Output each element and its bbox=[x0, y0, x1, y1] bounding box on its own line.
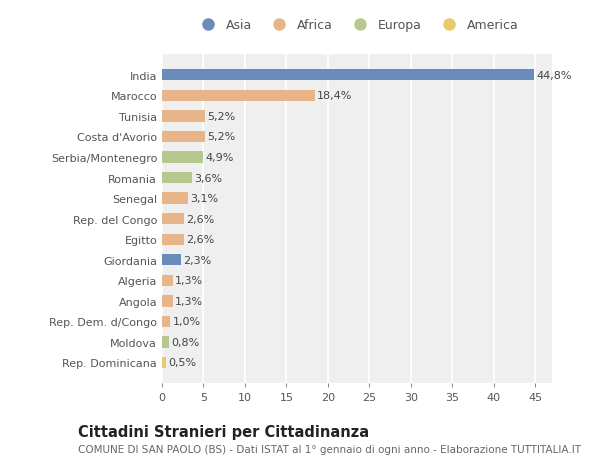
Text: 1,3%: 1,3% bbox=[175, 276, 203, 285]
Text: 2,6%: 2,6% bbox=[186, 235, 214, 245]
Text: 44,8%: 44,8% bbox=[536, 71, 572, 81]
Text: Cittadini Stranieri per Cittadinanza: Cittadini Stranieri per Cittadinanza bbox=[78, 425, 369, 440]
Text: 1,3%: 1,3% bbox=[175, 296, 203, 306]
Bar bbox=[162, 70, 534, 81]
Bar bbox=[162, 111, 205, 122]
Bar bbox=[162, 132, 205, 143]
Text: 5,2%: 5,2% bbox=[208, 112, 236, 122]
Bar bbox=[162, 213, 184, 225]
Bar bbox=[162, 90, 314, 102]
Text: 3,6%: 3,6% bbox=[194, 173, 223, 183]
Text: 0,8%: 0,8% bbox=[171, 337, 199, 347]
Bar bbox=[162, 193, 188, 204]
Text: COMUNE DI SAN PAOLO (BS) - Dati ISTAT al 1° gennaio di ogni anno - Elaborazione : COMUNE DI SAN PAOLO (BS) - Dati ISTAT al… bbox=[78, 444, 581, 454]
Text: 2,3%: 2,3% bbox=[184, 255, 212, 265]
Bar bbox=[162, 275, 173, 286]
Bar bbox=[162, 357, 166, 368]
Text: 5,2%: 5,2% bbox=[208, 132, 236, 142]
Text: 18,4%: 18,4% bbox=[317, 91, 353, 101]
Text: 1,0%: 1,0% bbox=[173, 317, 201, 327]
Text: 0,5%: 0,5% bbox=[169, 358, 197, 368]
Text: 3,1%: 3,1% bbox=[190, 194, 218, 204]
Bar bbox=[162, 316, 170, 327]
Bar bbox=[162, 173, 192, 184]
Bar bbox=[162, 296, 173, 307]
Text: 4,9%: 4,9% bbox=[205, 153, 233, 162]
Text: 2,6%: 2,6% bbox=[186, 214, 214, 224]
Bar bbox=[162, 234, 184, 245]
Bar bbox=[162, 255, 181, 266]
Bar bbox=[162, 152, 203, 163]
Legend: Asia, Africa, Europa, America: Asia, Africa, Europa, America bbox=[192, 15, 522, 36]
Bar bbox=[162, 336, 169, 348]
